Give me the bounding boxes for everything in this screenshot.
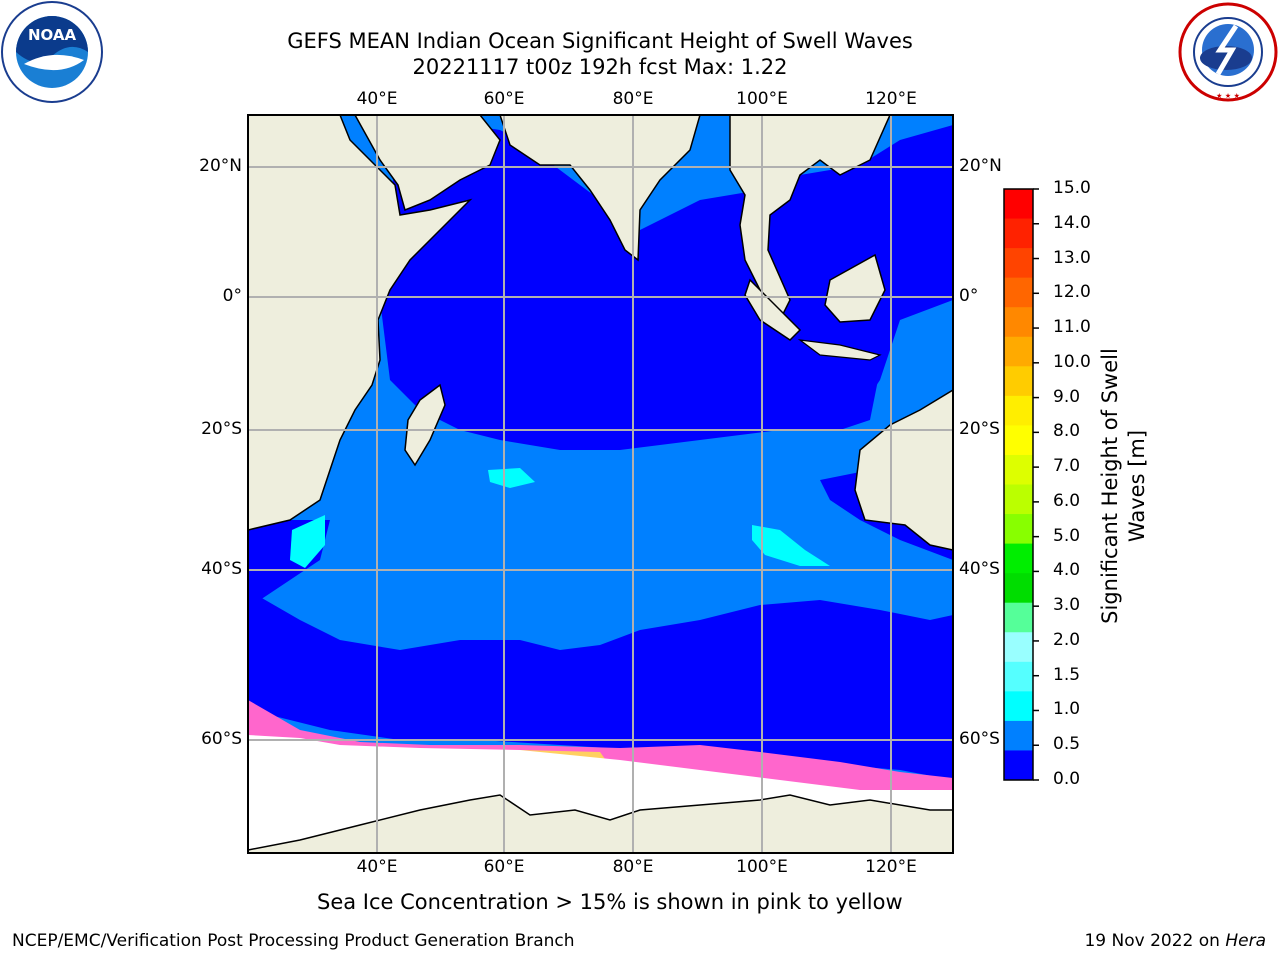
colorbar-tick-label-8: 7.0 bbox=[1053, 456, 1081, 477]
lat-tick-right-3: 40°S bbox=[959, 559, 1000, 579]
colorbar-swatch-15 bbox=[1004, 632, 1033, 663]
lat-tick-left-4: 60°S bbox=[201, 729, 242, 749]
lat-tick-right-4: 60°S bbox=[959, 729, 1000, 749]
colorbar-tick-label-0: 15.0 bbox=[1053, 178, 1091, 198]
colorbar-swatch-11 bbox=[1004, 514, 1033, 545]
africa-land bbox=[248, 115, 473, 531]
colorbar-tick-label-1: 14.0 bbox=[1053, 212, 1091, 233]
colorbar-tick-label-14: 1.5 bbox=[1053, 664, 1081, 685]
svg-text:★ ★ ★: ★ ★ ★ bbox=[1216, 92, 1240, 100]
colorbar-tick-label-5: 10.0 bbox=[1053, 351, 1091, 372]
colorbar-swatch-2 bbox=[1004, 248, 1033, 279]
colorbar-swatch-10 bbox=[1004, 484, 1033, 515]
cyan-patch-east bbox=[752, 525, 830, 566]
southern-low-swell bbox=[248, 590, 953, 780]
colorbar-tick-label-3: 12.0 bbox=[1053, 282, 1091, 303]
colorbar-tick-label-17: 0.0 bbox=[1053, 769, 1081, 789]
colorbar-swatch-1 bbox=[1004, 218, 1033, 249]
antarctica-land bbox=[248, 794, 953, 853]
lat-tick-left-0: 20°N bbox=[199, 156, 242, 176]
colorbar-swatch-17 bbox=[1004, 691, 1033, 722]
colorbar-tick-label-10: 5.0 bbox=[1053, 525, 1081, 546]
lon-tick-top-0: 40°E bbox=[356, 89, 398, 109]
lat-tick-left-2: 20°S bbox=[201, 419, 242, 439]
lon-tick-top-1: 60°E bbox=[483, 89, 525, 109]
colorbar-swatch-9 bbox=[1004, 454, 1033, 485]
madagascar-land bbox=[404, 383, 446, 467]
colorbar-label: Significant Height of Swell Waves [m] bbox=[1098, 348, 1149, 624]
chart-subtitle: 20221117 t00z 192h fcst Max: 1.22 bbox=[412, 55, 788, 79]
colorbar-swatch-12 bbox=[1004, 543, 1033, 574]
cyan-patch-madagascar-south bbox=[290, 515, 325, 568]
lat-tick-right-0: 20°N bbox=[959, 156, 1002, 176]
footer-date: 19 Nov 2022 on Hera bbox=[1084, 931, 1266, 951]
map-frame bbox=[247, 114, 954, 854]
borneo-land bbox=[824, 253, 886, 323]
lon-tick-top-4: 120°E bbox=[865, 89, 917, 109]
noaa-logo-icon: NOAA bbox=[1, 1, 103, 103]
footer-host: Hera bbox=[1225, 931, 1266, 951]
colorbar-swatch-6 bbox=[1004, 366, 1033, 397]
lon-tick-bottom-3: 100°E bbox=[736, 857, 788, 877]
footer-date-text: 19 Nov 2022 on bbox=[1084, 931, 1226, 951]
colorbar-frame bbox=[1003, 188, 1034, 781]
colorbar-tick-label-7: 8.0 bbox=[1053, 421, 1081, 442]
cyan-patch-central bbox=[488, 468, 535, 488]
colorbar-swatch-3 bbox=[1004, 277, 1033, 308]
colorbar-tick-label-2: 13.0 bbox=[1053, 247, 1091, 268]
colorbar-swatch-0 bbox=[1004, 189, 1033, 220]
colorbar-tick-label-13: 2.0 bbox=[1053, 629, 1081, 650]
lon-tick-bottom-1: 60°E bbox=[483, 857, 525, 877]
lon-tick-top-3: 100°E bbox=[736, 89, 788, 109]
colorbar-swatch-7 bbox=[1004, 395, 1033, 426]
java-land bbox=[797, 339, 882, 361]
colorbar-swatch-14 bbox=[1004, 602, 1033, 633]
footer-branch: NCEP/EMC/Verification Post Processing Pr… bbox=[12, 931, 575, 951]
map-layers bbox=[248, 115, 953, 853]
lat-tick-left-3: 40°S bbox=[201, 559, 242, 579]
lon-tick-bottom-2: 80°E bbox=[612, 857, 654, 877]
colorbar-tick-label-9: 6.0 bbox=[1053, 490, 1081, 511]
colorbar-swatch-16 bbox=[1004, 661, 1033, 692]
colorbar-tick-label-16: 0.5 bbox=[1053, 734, 1081, 755]
colorbar-tick-label-11: 4.0 bbox=[1053, 560, 1081, 581]
colorbar-swatch-18 bbox=[1004, 720, 1033, 751]
noaa-logo-text: NOAA bbox=[28, 26, 77, 44]
colorbar-tick-label-4: 11.0 bbox=[1053, 317, 1091, 338]
chart-title: GEFS MEAN Indian Ocean Significant Heigh… bbox=[287, 29, 913, 53]
sea-ice-caption: Sea Ice Concentration > 15% is shown in … bbox=[317, 890, 903, 914]
colorbar-swatch-5 bbox=[1004, 336, 1033, 367]
lat-tick-right-2: 20°S bbox=[959, 419, 1000, 439]
colorbar-swatch-13 bbox=[1004, 573, 1033, 604]
colorbar-swatch-8 bbox=[1004, 425, 1033, 456]
arabia-land bbox=[354, 115, 501, 212]
lon-tick-top-2: 80°E bbox=[612, 89, 654, 109]
lon-tick-bottom-0: 40°E bbox=[356, 857, 398, 877]
colorbar-tick-label-12: 3.0 bbox=[1053, 595, 1081, 616]
colorbar-swatch-19 bbox=[1004, 750, 1033, 781]
nws-logo-icon: ★ ★ ★ bbox=[1178, 2, 1278, 102]
colorbar-tick-label-15: 1.0 bbox=[1053, 699, 1081, 720]
lon-tick-bottom-4: 120°E bbox=[865, 857, 917, 877]
india-land bbox=[499, 115, 701, 262]
colorbar-tick-label-6: 9.0 bbox=[1053, 386, 1081, 407]
sumatra-land bbox=[744, 278, 802, 341]
lat-tick-left-1: 0° bbox=[222, 286, 242, 306]
lat-tick-right-1: 0° bbox=[959, 286, 979, 306]
colorbar-swatch-4 bbox=[1004, 307, 1033, 338]
